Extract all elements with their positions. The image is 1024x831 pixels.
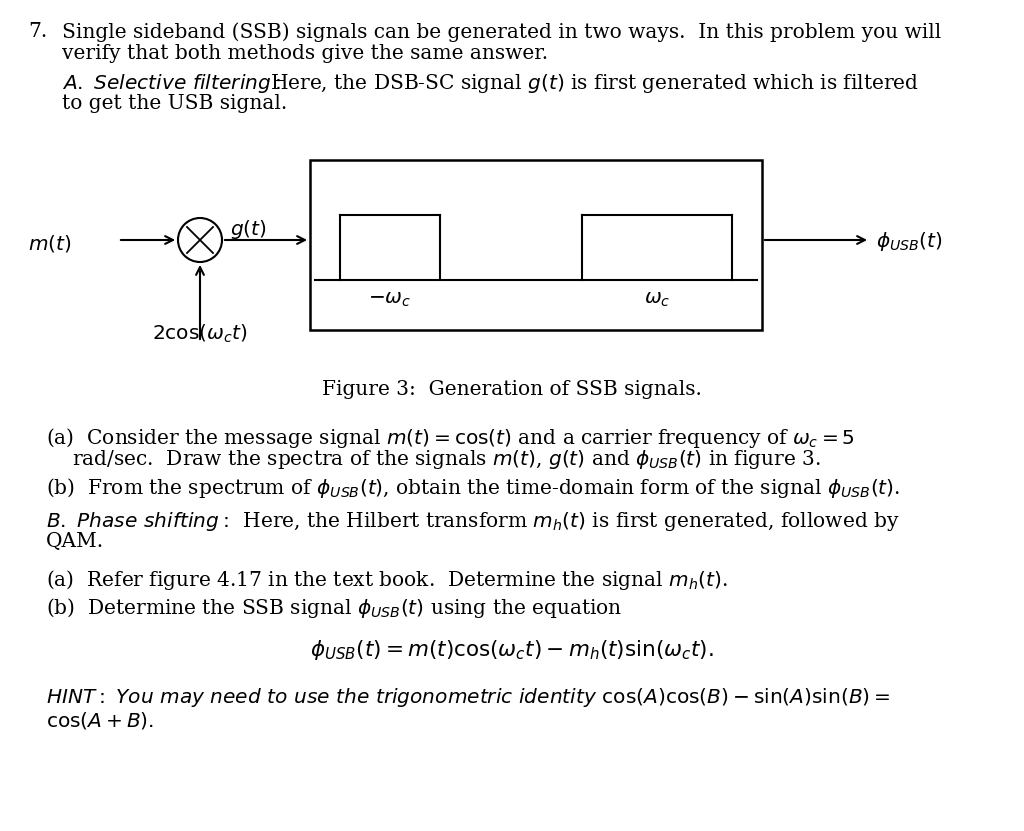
Text: QAM.: QAM. <box>46 532 104 551</box>
Text: verify that both methods give the same answer.: verify that both methods give the same a… <box>62 44 548 63</box>
Text: $m(t)$: $m(t)$ <box>28 233 72 254</box>
Text: rad/sec.  Draw the spectra of the signals $m(t)$, $g(t)$ and $\phi_{USB}(t)$ in : rad/sec. Draw the spectra of the signals… <box>72 448 821 471</box>
Text: $\mathit{A.\ Selective\ filtering:}$: $\mathit{A.\ Selective\ filtering:}$ <box>62 72 281 95</box>
Text: $\phi_{USB}(t) = m(t)\cos(\omega_c t) - m_h(t)\sin(\omega_c t).$: $\phi_{USB}(t) = m(t)\cos(\omega_c t) - … <box>310 638 714 662</box>
Text: $-\omega_c$: $-\omega_c$ <box>369 290 412 309</box>
Text: $2\cos(\omega_c t)$: $2\cos(\omega_c t)$ <box>153 323 248 346</box>
Text: (b)  Determine the SSB signal $\phi_{USB}(t)$ using the equation: (b) Determine the SSB signal $\phi_{USB}… <box>46 596 623 620</box>
Text: $\cos(A+B).$: $\cos(A+B).$ <box>46 710 154 731</box>
Text: $\mathit{HINT{:}\ You\ may\ need\ to\ use\ the\ trigonometric\ identity}$$\ \cos: $\mathit{HINT{:}\ You\ may\ need\ to\ us… <box>46 686 891 709</box>
Bar <box>310 160 762 330</box>
Text: Figure 3:  Generation of SSB signals.: Figure 3: Generation of SSB signals. <box>323 380 701 399</box>
Text: $\phi_{USB}(t)$: $\phi_{USB}(t)$ <box>876 230 943 253</box>
Text: $g(t)$: $g(t)$ <box>229 218 266 241</box>
Text: Here, the DSB-SC signal $g(t)$ is first generated which is filtered: Here, the DSB-SC signal $g(t)$ is first … <box>270 72 919 95</box>
Text: (a)  Refer figure 4.17 in the text book.  Determine the signal $m_h(t)$.: (a) Refer figure 4.17 in the text book. … <box>46 568 728 592</box>
Text: Single sideband (SSB) signals can be generated in two ways.  In this problem you: Single sideband (SSB) signals can be gen… <box>62 22 941 42</box>
Text: Here, the Hilbert transform $m_h(t)$ is first generated, followed by: Here, the Hilbert transform $m_h(t)$ is … <box>230 510 900 533</box>
Text: to get the USB signal.: to get the USB signal. <box>62 94 288 113</box>
Text: 7.: 7. <box>28 22 47 41</box>
Text: (a)  Consider the message signal $m(t) = \cos(t)$ and a carrier frequency of $\o: (a) Consider the message signal $m(t) = … <box>46 426 855 450</box>
Text: $\mathit{B.\ Phase\ shifting:}$: $\mathit{B.\ Phase\ shifting:}$ <box>46 510 228 533</box>
Text: (b)  From the spectrum of $\phi_{USB}(t)$, obtain the time-domain form of the si: (b) From the spectrum of $\phi_{USB}(t)$… <box>46 476 900 500</box>
Text: $\omega_c$: $\omega_c$ <box>644 290 671 309</box>
